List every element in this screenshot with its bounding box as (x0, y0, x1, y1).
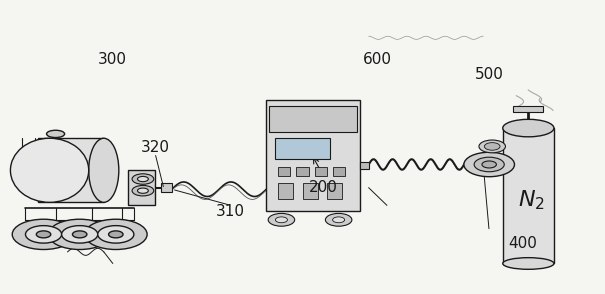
Text: 500: 500 (475, 67, 503, 82)
Bar (161, 183, 172, 192)
Ellipse shape (89, 138, 119, 202)
Circle shape (36, 231, 51, 238)
Bar (296, 167, 309, 176)
Ellipse shape (503, 119, 554, 137)
Bar (327, 183, 342, 199)
Circle shape (333, 217, 345, 223)
Bar (333, 167, 345, 176)
Bar (513, 106, 543, 112)
Ellipse shape (10, 138, 89, 202)
Circle shape (325, 213, 352, 226)
Circle shape (474, 157, 504, 172)
Bar (278, 183, 293, 199)
Circle shape (132, 186, 154, 196)
Bar (269, 106, 357, 132)
Circle shape (25, 225, 62, 243)
Circle shape (137, 188, 148, 193)
Circle shape (132, 174, 154, 184)
Ellipse shape (47, 130, 65, 138)
Circle shape (62, 225, 98, 243)
Circle shape (137, 176, 148, 182)
Circle shape (73, 231, 87, 238)
Circle shape (485, 143, 500, 150)
Ellipse shape (503, 258, 554, 269)
Bar (38, 138, 104, 202)
Text: 310: 310 (216, 203, 245, 218)
Text: 320: 320 (140, 139, 169, 155)
Text: $N_2$: $N_2$ (518, 188, 544, 212)
Bar (503, 128, 554, 263)
Circle shape (98, 225, 134, 243)
Text: 600: 600 (363, 52, 392, 67)
Circle shape (268, 213, 295, 226)
Bar (315, 167, 327, 176)
Circle shape (48, 219, 111, 250)
Bar (278, 167, 290, 176)
Circle shape (85, 219, 147, 250)
Circle shape (275, 217, 287, 223)
Circle shape (482, 161, 497, 168)
Bar (275, 138, 330, 159)
Text: 300: 300 (98, 52, 127, 67)
Bar (360, 162, 368, 169)
FancyBboxPatch shape (266, 101, 360, 211)
Circle shape (464, 152, 514, 177)
Bar (128, 170, 155, 205)
Bar (302, 183, 318, 199)
Circle shape (12, 219, 75, 250)
Text: 200: 200 (309, 180, 338, 195)
Text: 400: 400 (508, 235, 537, 250)
Circle shape (479, 140, 505, 153)
Circle shape (108, 231, 123, 238)
